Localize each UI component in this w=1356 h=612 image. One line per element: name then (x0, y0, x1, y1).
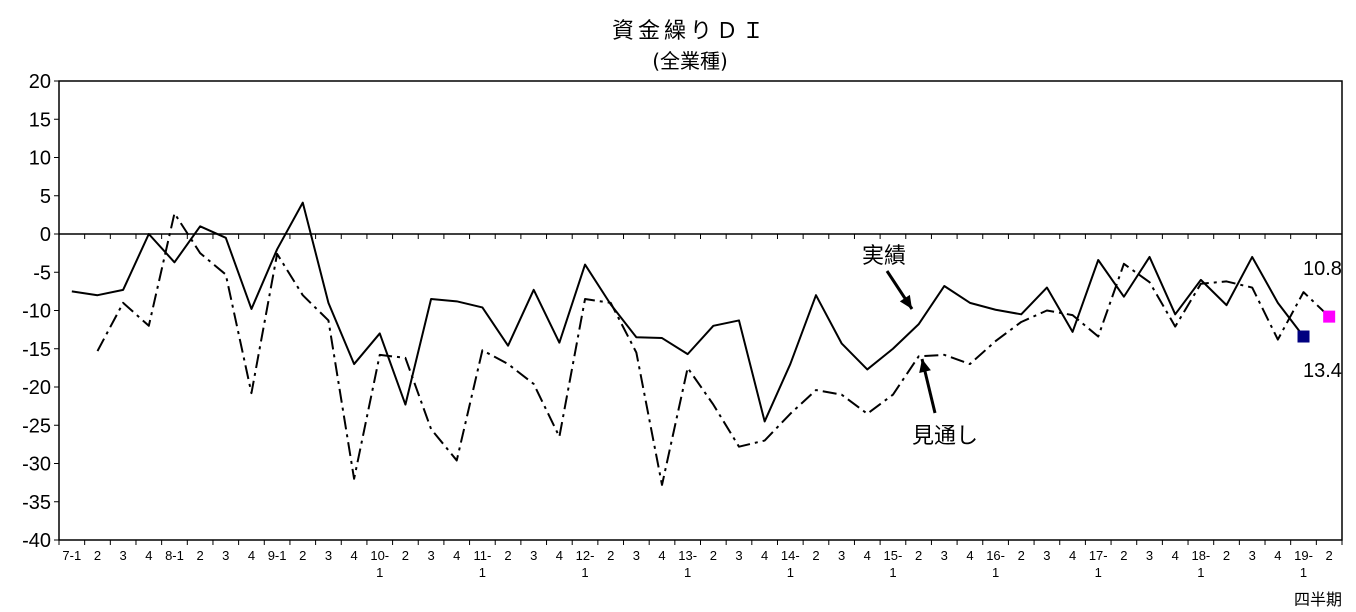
x-tick-label: 3 (530, 548, 537, 563)
x-tick-label: 8-1 (165, 548, 184, 563)
plot-area-frame (58, 80, 1343, 541)
series-line (71, 201, 1305, 423)
x-tick-label: 2 (607, 548, 614, 563)
y-tick-label: 10 (29, 148, 51, 170)
x-tick-label: 4 (1274, 548, 1281, 563)
x-tick-label: 2 (197, 548, 204, 563)
x-tick-label-line2: 1 (889, 565, 896, 580)
x-tick-label: 4 (453, 548, 460, 563)
y-tick-label: -40 (22, 530, 51, 552)
x-tick-label: 2 (1120, 548, 1127, 563)
x-tick-label: 4 (248, 548, 255, 563)
x-tick-label: 2 (94, 548, 101, 563)
last-forecast-marker (1323, 310, 1336, 323)
y-tick-label: -10 (22, 301, 51, 323)
x-tick-label-line2: 1 (1095, 565, 1102, 580)
x-tick-label: 12- (576, 548, 595, 563)
x-tick-label: 11- (473, 548, 491, 563)
y-tick-label: -5 (33, 262, 51, 284)
x-tick-label: 3 (1146, 548, 1153, 563)
annotation-arrows (885, 270, 937, 414)
x-tick-label: 3 (735, 548, 742, 563)
x-tick-label: 2 (1223, 548, 1230, 563)
y-tick-label: 0 (40, 224, 51, 246)
chart-title: 資金繰りＤＩ (612, 19, 768, 44)
x-tick-label-line2: 1 (787, 565, 794, 580)
x-tick-label: 2 (504, 548, 511, 563)
x-tick-label: 4 (761, 548, 768, 563)
series-forecast (96, 212, 1330, 486)
x-tick-label: 3 (325, 548, 332, 563)
x-axis-title: 四半期 (1294, 590, 1342, 609)
x-tick-label: 2 (1018, 548, 1025, 563)
actual-series-label: 実績 (862, 244, 906, 269)
x-tick-label: 18- (1191, 548, 1210, 563)
x-tick-label: 4 (864, 548, 871, 563)
x-tick-label: 2 (402, 548, 409, 563)
y-tick-label: 20 (29, 71, 51, 93)
y-tick-label: -15 (22, 339, 51, 361)
x-tick-label: 2 (915, 548, 922, 563)
x-tick-label-line2: 1 (1300, 565, 1307, 580)
series-group (71, 201, 1336, 486)
x-tick-label: 4 (658, 548, 665, 563)
x-tick-label-line2: 1 (479, 565, 486, 580)
x-tick-label-line2: 1 (992, 565, 999, 580)
x-tick-label: 4 (145, 548, 152, 563)
x-tick-label: 3 (633, 548, 640, 563)
last-forecast-value-label: 10.8 (1303, 258, 1342, 280)
x-tick-label: 19- (1294, 548, 1313, 563)
x-tick-label: 3 (427, 548, 434, 563)
x-tick-label: 4 (556, 548, 563, 563)
series-line (96, 212, 1330, 486)
y-tick-label: 15 (29, 109, 51, 131)
x-tick-label-line2: 1 (581, 565, 588, 580)
x-tick-label: 4 (1172, 548, 1179, 563)
actual-arrow (885, 270, 914, 310)
x-tick-label-line2: 1 (1197, 565, 1204, 580)
y-tick-label: -35 (22, 492, 51, 514)
series-actual (71, 201, 1305, 423)
x-tick-label: 13- (678, 548, 697, 563)
x-tick-label: 3 (1043, 548, 1050, 563)
x-tick-label-line2: 1 (684, 565, 691, 580)
y-axis: 20 15 10 5 0 -5 -10 -15 -20 -25 -30 -35 -40 (22, 71, 59, 552)
x-tick-label: 4 (966, 548, 973, 563)
x-tick-label: 7-1 (62, 548, 81, 563)
x-tick-label-line2: 1 (376, 565, 383, 580)
forecast-arrow (919, 358, 937, 414)
x-tick-label: 16- (986, 548, 1005, 563)
last-actual-value-label: 13.4 (1303, 360, 1342, 382)
forecast-series-label: 見通し (912, 424, 978, 449)
x-tick-label: 3 (120, 548, 127, 563)
y-tick-label: -25 (22, 415, 51, 437)
x-tick-label: 2 (299, 548, 306, 563)
x-tick-label: 4 (350, 548, 357, 563)
x-tick-label: 17- (1089, 548, 1108, 563)
x-tick-label: 3 (838, 548, 845, 563)
x-tick-label: 3 (941, 548, 948, 563)
y-tick-label: -30 (22, 454, 51, 476)
x-tick-label: 2 (1326, 548, 1333, 563)
x-tick-label: 2 (812, 548, 819, 563)
x-tick-label: 10- (370, 548, 389, 563)
x-tick-label: 4 (1069, 548, 1076, 563)
y-tick-label: 5 (40, 186, 51, 208)
x-tick-label: 9-1 (268, 548, 287, 563)
y-tick-label: -20 (22, 377, 51, 399)
x-tick-label: 3 (1249, 548, 1256, 563)
x-tick-label: 2 (710, 548, 717, 563)
x-axis: 7-1 2 3 4 8-1 2 3 4 9-1 2 3 4 10-12 3 4 11-12 3 4 12-12 3 4 1… (58, 540, 1343, 580)
chart-subtitle: (全業種) (652, 49, 728, 73)
x-tick-label: 15- (884, 548, 903, 563)
x-tick-label: 3 (222, 548, 229, 563)
last-actual-marker (1297, 330, 1310, 343)
x-tick-label: 14- (781, 548, 800, 563)
